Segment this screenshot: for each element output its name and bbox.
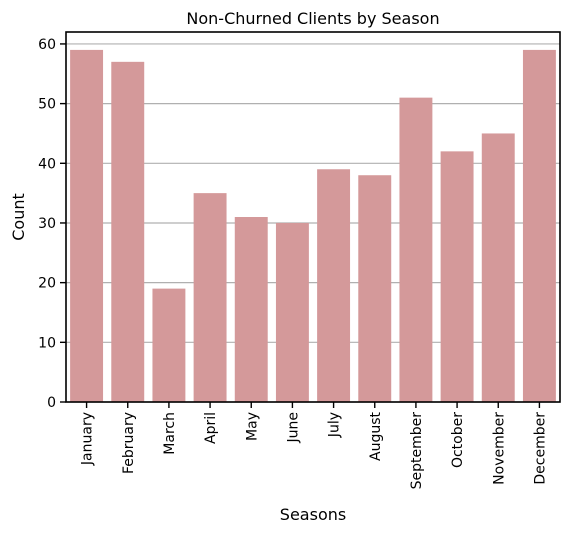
y-axis-label: Count bbox=[9, 193, 28, 241]
gridlines bbox=[66, 43, 560, 403]
plot-frame bbox=[65, 31, 561, 403]
bar-october bbox=[440, 151, 474, 402]
y-tick-label: 0 bbox=[47, 395, 56, 411]
x-tick-label-march: March bbox=[162, 412, 178, 455]
x-tick-label-october: October bbox=[450, 412, 466, 468]
bar-december bbox=[522, 49, 556, 402]
x-tick-label-july: July bbox=[327, 412, 343, 438]
bar-november bbox=[481, 133, 515, 403]
y-tick-label: 50 bbox=[38, 97, 56, 113]
x-tick-label-august: August bbox=[368, 411, 384, 461]
bar-june bbox=[275, 222, 309, 402]
y-tick-label: 40 bbox=[38, 156, 56, 172]
bar-july bbox=[317, 169, 351, 402]
bar-may bbox=[234, 217, 268, 402]
x-tick-label-january: January bbox=[80, 412, 96, 466]
bar-january bbox=[70, 49, 104, 402]
x-axis-label: Seasons bbox=[280, 505, 346, 524]
x-tick-label-april: April bbox=[203, 412, 219, 444]
x-axis-ticks: January February March April May June July Augu… bbox=[80, 402, 548, 490]
y-tick-label: 20 bbox=[38, 276, 56, 292]
x-tick-label-december: December bbox=[532, 412, 548, 485]
bar-august bbox=[358, 175, 392, 402]
bar-april bbox=[193, 193, 227, 402]
x-tick-label-february: February bbox=[121, 412, 137, 474]
bar-september bbox=[399, 97, 433, 402]
bar-march bbox=[152, 288, 186, 402]
x-tick-label-may: May bbox=[244, 412, 260, 441]
y-tick-label: 60 bbox=[38, 37, 56, 53]
x-tick-label-september: September bbox=[409, 412, 425, 490]
chart-title: Non-Churned Clients by Season bbox=[186, 9, 439, 28]
bar-february bbox=[111, 61, 145, 402]
x-tick-label-june: June bbox=[285, 412, 301, 444]
y-tick-label: 10 bbox=[38, 335, 56, 351]
y-axis-ticks: 0 10 20 30 40 50 60 bbox=[38, 37, 66, 411]
y-tick-label: 30 bbox=[38, 216, 56, 232]
bars bbox=[70, 49, 556, 403]
x-tick-label-november: November bbox=[491, 412, 507, 485]
